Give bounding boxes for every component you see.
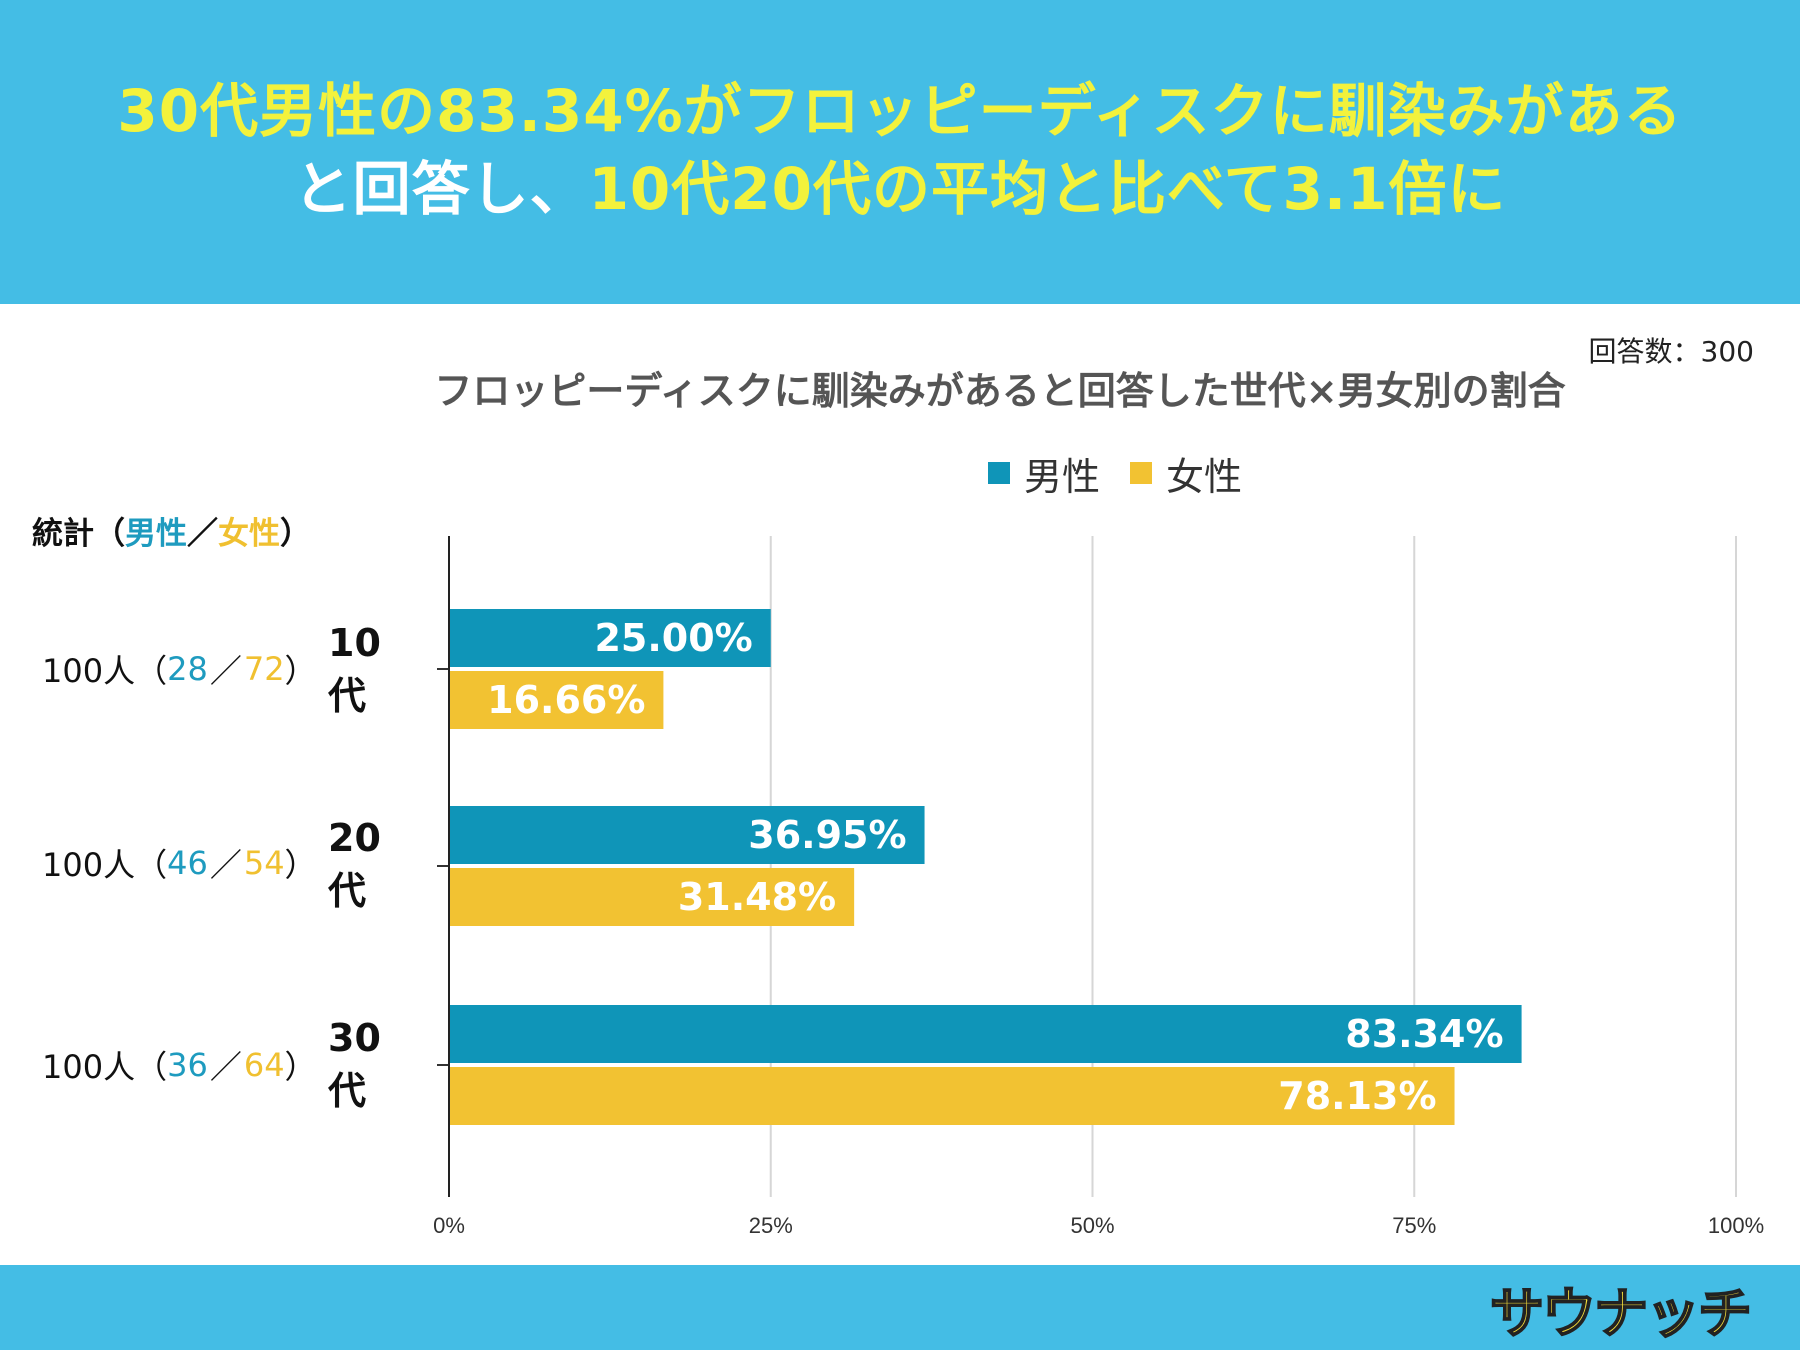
row-close: ） xyxy=(284,846,317,884)
legend-label-male: 男性 xyxy=(1024,454,1101,499)
row-female-count: 54 xyxy=(243,844,285,882)
bar-value-label: 36.95% xyxy=(748,813,906,857)
brand-logo: サウナッチ xyxy=(1489,1281,1753,1346)
row-male-count: 36 xyxy=(167,1046,208,1084)
row-count-10s: 100人（ 28 ／ 72） xyxy=(42,644,317,694)
bar-male xyxy=(449,1005,1522,1063)
headline: 30代男性の83.34%がフロッピーディスクに馴染みがある と回答し、10代20… xyxy=(0,72,1800,228)
bar-chart: 25.00% 16.66% 36.95% 31.48% 83.34% 78.13% 0% 25… xyxy=(433,536,1764,1238)
bar-value-label: 83.34% xyxy=(1345,1012,1503,1056)
bar-value-label: 78.13% xyxy=(1278,1074,1436,1118)
row-total: 100人（ xyxy=(42,1048,168,1086)
bar-female xyxy=(449,1067,1455,1125)
stats-header-female: 女性 xyxy=(218,516,280,552)
row-total: 100人（ xyxy=(42,652,168,690)
bar-female xyxy=(449,671,664,729)
header-banner xyxy=(0,0,1800,304)
row-male-count: 28 xyxy=(167,650,208,688)
x-tick-label: 100% xyxy=(1708,1213,1764,1238)
x-tick-label: 50% xyxy=(1070,1213,1114,1238)
chart-title: フロッピーディスクに馴染みがあると回答した世代×男女別の割合 xyxy=(434,369,1566,413)
headline-line2-yellow: 10代20代の平均と比べて3.1倍に xyxy=(588,155,1507,223)
row-total: 100人（ xyxy=(42,846,168,884)
headline-line2: と回答し、10代20代の平均と比べて3.1倍に xyxy=(0,150,1800,228)
bar-value-label: 31.48% xyxy=(678,875,836,919)
x-tick-label: 25% xyxy=(749,1213,793,1238)
respondent-count: 回答数：300 xyxy=(1588,335,1754,368)
headline-line1: 30代男性の83.34%がフロッピーディスクに馴染みがある xyxy=(117,77,1683,145)
row-count-20s: 100人（ 46 ／ 54） xyxy=(42,838,317,888)
stats-header: 統計（男性／女性） xyxy=(32,508,311,553)
bar-value-label: 16.66% xyxy=(487,678,645,722)
legend-item-female: 女性 xyxy=(1130,446,1242,501)
stats-header-prefix: 統計（ xyxy=(32,516,125,552)
row-male-count: 46 xyxy=(167,844,208,882)
legend: 男性 女性 xyxy=(988,446,1242,501)
row-slash: ／ xyxy=(209,652,242,690)
bar-male xyxy=(449,609,771,667)
row-slash: ／ xyxy=(209,846,242,884)
row-female-count: 64 xyxy=(243,1046,285,1084)
legend-swatch-male xyxy=(988,462,1010,484)
row-slash: ／ xyxy=(209,1048,242,1086)
stats-header-male: 男性 xyxy=(125,516,187,552)
row-count-30s: 100人（ 36 ／ 64） xyxy=(42,1040,317,1090)
legend-swatch-female xyxy=(1130,462,1153,484)
stats-header-suffix: ） xyxy=(280,516,311,552)
bar-male xyxy=(449,806,925,864)
row-close: ） xyxy=(284,1048,317,1086)
footer-banner xyxy=(0,1265,1800,1350)
row-female-count: 72 xyxy=(243,650,285,688)
row-close: ） xyxy=(284,652,317,690)
stats-header-slash: ／ xyxy=(187,516,218,552)
legend-item-male: 男性 xyxy=(988,446,1100,501)
bar-female xyxy=(449,868,855,926)
x-tick-label: 0% xyxy=(433,1213,465,1238)
x-tick-label: 75% xyxy=(1392,1213,1436,1238)
headline-line2-white: と回答し、 xyxy=(293,155,589,223)
legend-label-female: 女性 xyxy=(1166,454,1243,499)
bar-value-label: 25.00% xyxy=(594,616,752,660)
